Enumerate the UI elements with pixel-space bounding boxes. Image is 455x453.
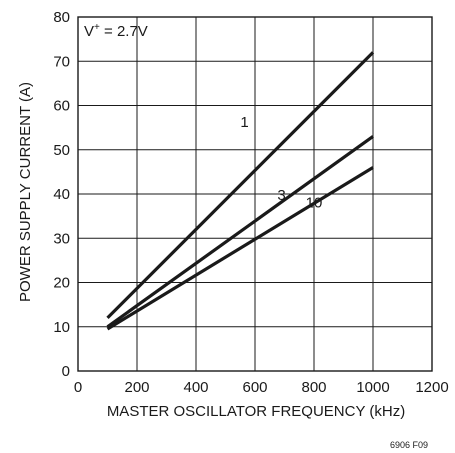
- x-tick-label: 1200: [415, 379, 448, 396]
- series-line-10: [106, 166, 374, 331]
- y-tick-label: 70: [53, 53, 70, 70]
- y-tick-labels: 0 10 20 30 40 50 60 70 80: [53, 9, 70, 380]
- series-lines: [106, 51, 375, 331]
- y-tick-label: 40: [53, 186, 70, 203]
- y-tick-label: 20: [53, 275, 70, 292]
- series-line-1: [106, 51, 375, 320]
- x-tick-label: 400: [183, 379, 208, 396]
- series-labels: 1 3 10: [240, 114, 322, 211]
- x-tick-labels: 0 200 400 600 800 1000 1200: [74, 379, 449, 396]
- series-line-3: [106, 135, 374, 329]
- series-label-10: 10: [306, 194, 323, 211]
- y-tick-label: 0: [62, 363, 70, 380]
- grid: [78, 17, 432, 371]
- y-axis-label: POWER SUPPLY CURRENT (A): [17, 82, 34, 302]
- y-tick-label: 50: [53, 142, 70, 159]
- x-tick-label: 1000: [356, 379, 389, 396]
- plot-frame: [77, 16, 433, 372]
- figure-code: 6906 F09: [390, 440, 428, 450]
- y-tick-label: 30: [53, 230, 70, 247]
- series-label-3: 3: [277, 187, 285, 204]
- y-tick-label: 80: [53, 9, 70, 26]
- x-tick-label: 800: [301, 379, 326, 396]
- voltage-annotation: V+ = 2.7V: [84, 22, 148, 40]
- x-tick-label: 200: [124, 379, 149, 396]
- x-axis-label: MASTER OSCILLATOR FREQUENCY (kHz): [107, 403, 405, 420]
- series-label-1: 1: [240, 114, 248, 131]
- y-tick-label: 10: [53, 319, 70, 336]
- y-tick-label: 60: [53, 98, 70, 115]
- x-tick-label: 0: [74, 379, 82, 396]
- x-tick-label: 600: [242, 379, 267, 396]
